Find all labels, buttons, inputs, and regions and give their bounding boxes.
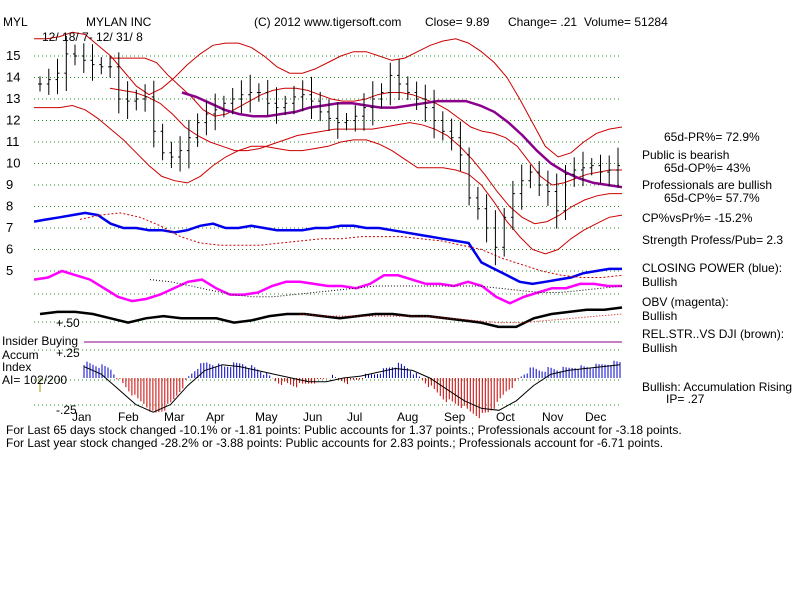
y-tick-label: 8 <box>6 199 13 214</box>
rel-strength-line <box>39 306 623 329</box>
obv-status: Bullish <box>642 309 678 323</box>
y-tick-label: 12 <box>6 113 20 128</box>
insider-buying-label: Insider Buying <box>2 334 79 348</box>
price-bars <box>38 36 620 266</box>
index-label: Index <box>2 360 32 374</box>
cp-vs-pr: CP%vsPr%= -15.2% <box>642 211 753 225</box>
lower-band-line <box>34 104 623 255</box>
grid-lines <box>34 55 622 406</box>
minus25-label: -.25 <box>56 403 77 417</box>
accum-smooth-line <box>83 364 621 413</box>
relstr-status: Bullish <box>642 341 678 355</box>
moving-average-line <box>181 91 623 189</box>
plus25-label: +.25 <box>56 346 80 360</box>
relstr-label: REL.STR..VS DJI (brown): <box>642 327 785 341</box>
inner-upper-band-line <box>110 57 622 186</box>
obv-label: OBV (magenta): <box>642 295 729 309</box>
accum-label: Accum <box>2 348 39 362</box>
y-tick-label: 6 <box>6 242 13 257</box>
indicator-lines <box>33 31 623 413</box>
x-tick-label: Nov <box>542 410 563 424</box>
y-tick-label: 11 <box>6 134 20 149</box>
y-tick-label: 9 <box>6 177 13 192</box>
company-name: MYLAN INC <box>86 15 152 29</box>
accumulation-status: Bullish: Accumulation Rising <box>642 380 793 394</box>
plus50-label: +.50 <box>56 316 80 330</box>
obv-line <box>33 269 622 305</box>
x-axis-labels: Jan Feb Mar Apr May Jun Jul Aug Sep Oct Nov Dec <box>72 410 606 424</box>
copyright: (C) 2012 www.tigersoft.com <box>254 15 402 29</box>
y-tick-label: 15 <box>6 48 20 63</box>
x-tick-label: Aug <box>397 410 418 424</box>
footer-year-summary: For Last year stock changed -28.2% or -3… <box>6 436 664 450</box>
x-tick-label: Feb <box>118 410 139 424</box>
strength-ratio: Strength Profess/Pub= 2.3 <box>642 233 784 247</box>
x-tick-label: Mar <box>164 410 185 424</box>
ip-value: IP= .27 <box>666 392 705 406</box>
x-tick-label: Dec <box>585 410 606 424</box>
upper-band-line <box>34 31 623 158</box>
ai-value: AI= 102/200 <box>2 373 68 387</box>
x-tick-label: Sep <box>444 410 466 424</box>
change-value: Change= .21 <box>508 15 578 29</box>
x-tick-label: Oct <box>496 410 515 424</box>
op-value: 65d-OP%= 43% <box>664 161 751 175</box>
y-axis-labels: 5 6 7 8 9 10 11 12 13 14 15 <box>6 48 20 278</box>
x-tick-label: Apr <box>206 410 225 424</box>
closing-power-line <box>33 211 622 286</box>
volume-value: Volume= 51284 <box>584 15 668 29</box>
date-range: 12/ 18/ 7- 12/ 31/ 8 <box>42 30 143 44</box>
close-value: Close= 9.89 <box>425 15 490 29</box>
x-tick-label: Jan <box>72 410 91 424</box>
y-tick-label: 7 <box>6 220 13 235</box>
x-tick-label: May <box>255 410 278 424</box>
y-tick-label: 10 <box>6 156 20 171</box>
y-tick-label: 14 <box>6 70 20 85</box>
inner-lower-band-line <box>109 87 622 225</box>
footer-65day-summary: For Last 65 days stock changed -10.1% or… <box>6 423 682 437</box>
cp-value: 65d-CP%= 57.7% <box>664 191 760 205</box>
pros-status: Professionals are bullish <box>642 178 773 192</box>
accum-index-bars <box>83 360 621 419</box>
y-tick-label: 13 <box>6 91 20 106</box>
x-tick-label: Jul <box>347 410 362 424</box>
y-tick-label: 5 <box>6 263 13 278</box>
public-status: Public is bearish <box>642 148 730 162</box>
pr-value: 65d-PR%= 72.9% <box>664 130 760 144</box>
closing-power-status: Bullish <box>642 275 678 289</box>
ticker-label: MYL <box>3 15 28 29</box>
x-tick-label: Jun <box>303 410 322 424</box>
closing-power-label: CLOSING POWER (blue): <box>642 261 783 275</box>
